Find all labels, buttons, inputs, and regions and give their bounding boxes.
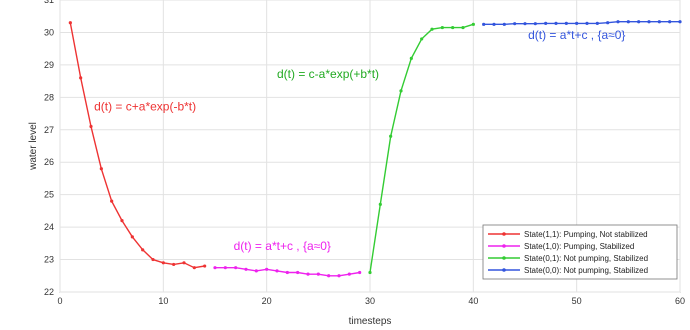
data-point (192, 266, 196, 270)
data-point (461, 25, 465, 30)
data-point (595, 21, 599, 25)
y-tick-label: 29 (44, 60, 54, 70)
data-point (161, 261, 165, 265)
data-point (430, 27, 434, 31)
x-tick-label: 30 (365, 296, 375, 306)
y-tick-label: 31 (44, 0, 54, 5)
data-point (347, 272, 351, 276)
data-point (275, 269, 279, 273)
legend: State(1,1): Pumping, Not stabilized State… (482, 224, 678, 280)
data-point (440, 25, 444, 30)
legend-entry: State(0,1): Not pumping, Stabilized (524, 254, 648, 263)
data-point (606, 21, 610, 25)
data-point (544, 21, 548, 25)
y-tick-label: 23 (44, 255, 54, 265)
data-point (409, 56, 413, 61)
equation-annotations: d(t) = c+a*exp(-b*t) d(t) = a*t+c , {a≈0}… (94, 28, 625, 253)
data-point (471, 22, 475, 26)
data-point (265, 267, 269, 271)
data-point (213, 266, 217, 270)
data-point (616, 20, 620, 24)
y-axis-label: water level (28, 122, 39, 171)
legend-marker (502, 268, 506, 272)
y-tick-label: 26 (44, 157, 54, 167)
annotation-1: d(t) = a*t+c , {a≈0} (234, 239, 331, 253)
x-tick-label: 0 (57, 296, 62, 306)
data-point (657, 20, 661, 24)
data-point (337, 274, 341, 278)
legend-entry: State(0,0): Not pumping, Stabilized (524, 266, 648, 275)
data-point (513, 22, 517, 26)
annotation-0: d(t) = c+a*exp(-b*t) (94, 99, 196, 113)
legend-marker (502, 244, 506, 248)
x-tick-label: 10 (158, 296, 168, 306)
data-point (668, 20, 672, 24)
data-point (389, 134, 393, 138)
data-point (141, 248, 145, 252)
data-point (244, 267, 248, 271)
data-point (451, 25, 455, 30)
data-point (110, 199, 114, 203)
data-point (223, 266, 227, 270)
data-point (647, 20, 651, 24)
legend-marker (502, 232, 506, 236)
data-point (151, 257, 155, 262)
data-point (89, 124, 93, 129)
data-point (254, 269, 258, 273)
data-point (678, 20, 682, 24)
data-point (182, 261, 186, 265)
series-line-3 (483, 21, 680, 25)
data-point (368, 270, 372, 275)
data-point (203, 264, 207, 268)
x-axis-label: timesteps (349, 316, 392, 327)
legend-marker (502, 256, 506, 260)
y-tick-label: 22 (44, 287, 54, 297)
data-point (378, 202, 382, 206)
data-point (502, 22, 506, 26)
tick-labels: 0 10 20 30 40 50 60 22 23 24 25 26 27 28 29 30 31 (44, 0, 685, 306)
series-lines (68, 20, 682, 278)
data-point (564, 21, 568, 25)
data-point (523, 22, 527, 26)
y-tick-label: 27 (44, 125, 54, 135)
data-point (327, 274, 331, 278)
data-point (120, 219, 124, 223)
x-tick-label: 40 (468, 296, 478, 306)
y-tick-label: 28 (44, 92, 54, 102)
legend-entry: State(1,1): Pumping, Not stabilized (524, 230, 648, 239)
data-point (130, 235, 134, 239)
annotation-3: d(t) = a*t+c , {a≈0} (528, 28, 625, 42)
data-point (626, 20, 630, 24)
data-point (554, 21, 558, 25)
x-tick-label: 60 (675, 296, 685, 306)
data-point (533, 22, 537, 26)
y-tick-label: 25 (44, 190, 54, 200)
x-tick-label: 20 (262, 296, 272, 306)
data-point (575, 21, 579, 25)
data-point (585, 21, 589, 25)
data-point (306, 272, 310, 276)
data-point (296, 270, 300, 275)
data-point (68, 21, 72, 25)
data-point (637, 20, 641, 24)
y-tick-label: 24 (44, 222, 54, 232)
data-point (399, 89, 403, 93)
annotation-2: d(t) = c-a*exp(+b*t) (277, 67, 379, 81)
data-point (482, 22, 486, 26)
data-point (99, 167, 103, 171)
data-point (172, 262, 176, 267)
data-point (358, 270, 362, 275)
data-point (420, 37, 424, 41)
x-tick-label: 50 (572, 296, 582, 306)
y-tick-label: 30 (44, 27, 54, 37)
legend-entry: State(1,0): Pumping, Stabilized (524, 242, 634, 251)
data-point (234, 266, 238, 270)
data-point (316, 272, 320, 276)
series-line-0 (69, 22, 205, 269)
data-point (285, 270, 289, 275)
data-point (79, 76, 83, 80)
data-point (492, 22, 496, 26)
